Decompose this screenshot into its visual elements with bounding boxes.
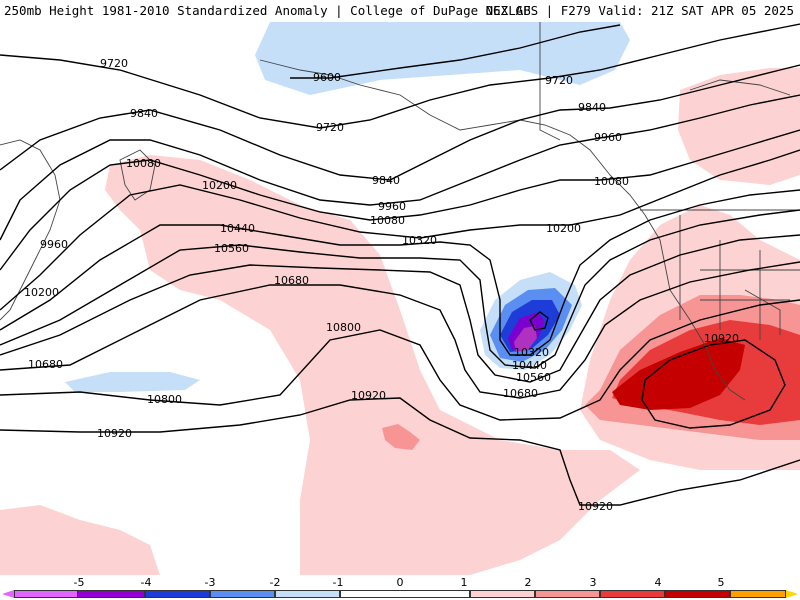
height-contours <box>0 23 800 506</box>
colorbar-tick: -2 <box>269 576 281 589</box>
contour-10560 <box>0 234 800 383</box>
contour-10440 <box>0 209 800 369</box>
contour-label-c10560-b: 10560 <box>516 371 551 384</box>
colorbar-tick: 3 <box>589 576 597 589</box>
map-canvas: 9720 9600 9720 9720 9840 9840 9840 9960 … <box>0 22 800 575</box>
contour-9960 <box>0 94 800 241</box>
colorbar-tick: -1 <box>332 576 344 589</box>
colorbar-seg-neg4 <box>77 590 145 598</box>
contour-label-c10800-a: 10800 <box>326 321 361 334</box>
neg-anomaly-midpacific <box>65 372 200 392</box>
neg-anomaly-arctic <box>255 22 630 95</box>
colorbar-seg-pos1 <box>470 590 535 598</box>
contour-label-c10800-b: 10800 <box>147 393 182 406</box>
colorbar-seg-neg3 <box>145 590 210 598</box>
anomaly-shading <box>0 22 800 575</box>
contour-label-c10920-c: 10920 <box>704 332 739 345</box>
contour-label-c10320-a: 10320 <box>402 234 437 247</box>
pos-anomaly-southwest <box>0 505 160 575</box>
contour-label-c10440-a: 10440 <box>220 222 255 235</box>
contour-9600 <box>290 24 621 79</box>
contour-10080 <box>0 129 800 271</box>
contour-label-c10920-a: 10920 <box>351 389 386 402</box>
coastlines <box>0 22 800 401</box>
contour-label-c10560-a: 10560 <box>214 242 249 255</box>
colorbar-tick: 4 <box>654 576 662 589</box>
contour-label-c10680-c: 10680 <box>503 387 538 400</box>
colorbar-strip <box>14 590 786 598</box>
colorbar-tick: -5 <box>73 576 85 589</box>
colorbar-tick: 1 <box>460 576 468 589</box>
colorbar-seg-neg2 <box>210 590 275 598</box>
pos2-anomaly-hawaii <box>382 424 420 450</box>
contour-label-c9960-a: 9960 <box>40 238 68 251</box>
contour-label-c10080-b: 10080 <box>370 214 405 227</box>
contour-label-c10200-b: 10200 <box>202 179 237 192</box>
contour-10920-main <box>0 397 800 506</box>
pos4-anomaly-west-us <box>612 338 745 410</box>
colorbar-seg-neg1 <box>275 590 340 598</box>
colorbar-high-arrow <box>786 590 798 598</box>
colorbar-seg-pos2 <box>535 590 600 598</box>
contour-label-c10920-d: 10920 <box>578 500 613 513</box>
contour-label-c9720-c: 9720 <box>545 74 573 87</box>
contour-label-c10200-c: 10200 <box>546 222 581 235</box>
contour-10200 <box>0 149 800 311</box>
contour-label-c9840-b: 9840 <box>372 174 400 187</box>
colorbar-seg-pos5 <box>730 590 786 598</box>
contour-10680 <box>0 261 800 399</box>
contour-9840 <box>0 64 800 181</box>
colorbar-tick: 0 <box>396 576 404 589</box>
pos-anomaly-canada <box>678 68 800 185</box>
contour-label-c9960-c: 9960 <box>594 131 622 144</box>
contour-9720 <box>0 23 800 129</box>
contour-label-c10680-a: 10680 <box>274 274 309 287</box>
colorbar-seg-zero <box>340 590 470 598</box>
contour-10320 <box>0 189 800 356</box>
contour-label-c10680-b: 10680 <box>28 358 63 371</box>
contour-10200-low <box>529 311 549 331</box>
colorbar-tick: -3 <box>204 576 216 589</box>
colorbar-seg-pos3 <box>600 590 665 598</box>
pos-anomaly-pacific <box>105 155 640 575</box>
colorbar-tick: 2 <box>524 576 532 589</box>
contour-10920-high <box>641 339 786 429</box>
contour-10800 <box>0 299 800 421</box>
contour-label-c9840-a: 9840 <box>130 107 158 120</box>
contour-label-c10080-c: 10080 <box>594 175 629 188</box>
map-title: 250mb Height 1981-2010 Standardized Anom… <box>4 3 531 18</box>
colorbar-low-arrow <box>2 590 14 598</box>
contour-label-c9720-a: 9720 <box>100 57 128 70</box>
contour-label-c10920-b: 10920 <box>97 427 132 440</box>
contour-label-c10320-b: 10320 <box>514 346 549 359</box>
contour-label-c9960-b: 9960 <box>378 200 406 213</box>
contour-label-c9720-b: 9720 <box>316 121 344 134</box>
map-header: 250mb Height 1981-2010 Standardized Anom… <box>0 0 800 22</box>
contour-label-c10080-a: 10080 <box>126 157 161 170</box>
contour-label-c9840-c: 9840 <box>578 101 606 114</box>
colorbar: -5 -4 -3 -2 -1 0 1 2 3 4 5 <box>0 576 800 600</box>
anomaly-map: 9720 9600 9720 9720 9840 9840 9840 9960 … <box>0 22 800 576</box>
contour-labels: 9720 9600 9720 9720 9840 9840 9840 9960 … <box>24 57 739 513</box>
model-valid-time: 06Z GFS | F279 Valid: 21Z SAT APR 05 202… <box>485 3 794 18</box>
contour-label-c10440-b: 10440 <box>512 359 547 372</box>
colorbar-tick: -4 <box>140 576 152 589</box>
colorbar-seg-pos4 <box>665 590 730 598</box>
colorbar-tick: 5 <box>717 576 725 589</box>
contour-label-c9600: 9600 <box>313 71 341 84</box>
neg5-anomaly-low <box>514 326 537 352</box>
contour-label-c10200-a: 10200 <box>24 286 59 299</box>
